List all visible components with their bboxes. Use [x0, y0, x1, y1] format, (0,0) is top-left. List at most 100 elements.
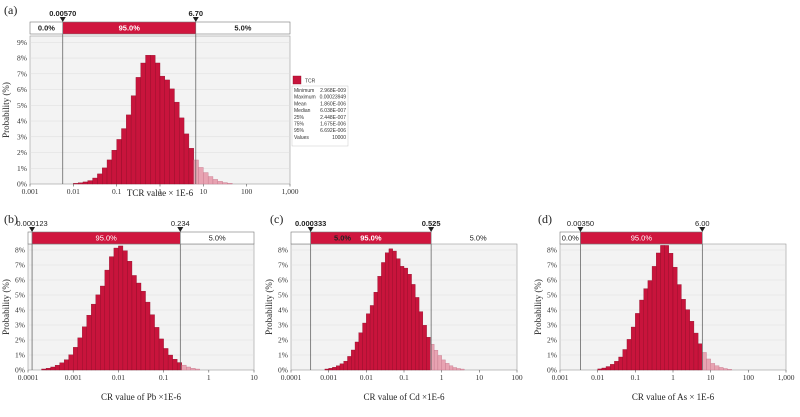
y-tick-label: 8%: [15, 246, 25, 255]
y-tick-label: 0%: [17, 180, 27, 189]
band-left-segment: [290, 231, 311, 245]
histogram-bar: [121, 128, 127, 185]
histogram-bar: [87, 180, 93, 185]
x-tick-label: 0.001: [65, 373, 82, 382]
histogram-bar: [614, 361, 619, 371]
y-tick-label: 5%: [547, 291, 557, 300]
panel-label: (a): [4, 3, 17, 17]
x-tick-label: 10: [250, 373, 258, 382]
histogram-bar: [706, 358, 711, 371]
band-center-label: 95.0%: [631, 234, 653, 243]
stats-name: 75%: [294, 122, 305, 128]
histogram-bar: [106, 159, 113, 185]
stats-name: Mean: [294, 101, 307, 107]
x-tick-label: 100: [743, 373, 755, 382]
y-tick-label: 6%: [15, 276, 25, 285]
stats-name: Values: [294, 135, 309, 141]
x-axis-title: CR value of Pb ×1E-6: [101, 392, 182, 402]
y-tick-label: 6%: [547, 276, 557, 285]
histogram-bar: [145, 55, 151, 185]
histogram-bar: [59, 362, 65, 371]
histogram-bar: [227, 183, 233, 185]
band-right-segment: [195, 21, 291, 35]
y-tick-label: 3%: [17, 132, 27, 141]
histogram-bar: [441, 359, 446, 371]
histogram-bar: [113, 247, 119, 371]
histogram-bar: [109, 256, 115, 371]
histogram-bar: [188, 148, 194, 185]
histogram-bar: [149, 314, 155, 371]
y-tick-label: 8%: [17, 54, 27, 63]
histogram-bar: [445, 363, 450, 371]
histogram-bar: [660, 245, 665, 371]
histogram-bar: [174, 101, 180, 185]
histogram-bar: [618, 356, 623, 371]
y-tick-label: 1%: [17, 164, 27, 173]
histogram-bar: [140, 62, 146, 185]
lower-bound-marker: [29, 227, 36, 232]
x-tick-label: 0.1: [631, 373, 641, 382]
histogram-bar: [384, 252, 390, 371]
histogram-bar: [63, 359, 69, 371]
chart-panel-b: (b) 0% 1% 2% 3% 4% 5% 6% 7% 8% 0.0001 0.001 0.01 0.1 1…: [1, 212, 258, 402]
x-tick-label: 0.01: [591, 373, 604, 382]
histogram-bar: [127, 261, 133, 371]
histogram-bar: [693, 332, 699, 371]
band-right-label: 5.0%: [334, 234, 351, 243]
x-tick-label: 1: [671, 373, 675, 382]
stats-table: [291, 85, 349, 147]
histogram-bar: [154, 327, 160, 371]
y-tick-label: 0%: [547, 366, 557, 375]
y-tick-label: 1%: [547, 351, 557, 360]
x-tick-label: 0.0001: [281, 373, 302, 382]
histogram-bar: [135, 77, 141, 185]
histogram-bar: [186, 366, 191, 371]
histogram-bar: [388, 248, 393, 371]
y-tick-label: 7%: [278, 261, 288, 270]
stats-value: 2.968E-009: [320, 88, 346, 94]
stats-value: 10000: [332, 135, 346, 141]
histogram-bar: [212, 179, 218, 185]
lower-bound-label: 0.000123: [16, 219, 47, 228]
histogram-bar: [336, 365, 341, 371]
y-tick-label: 5%: [17, 101, 27, 110]
x-tick-label: 10: [200, 187, 208, 196]
histogram-bar: [396, 258, 401, 371]
y-tick-label: 8%: [278, 246, 288, 255]
stats-name: Median: [294, 108, 311, 114]
histogram-bar: [710, 363, 716, 371]
x-axis-title: CR value of Cd ×1E-6: [363, 392, 445, 402]
x-tick-label: 0.01: [360, 373, 373, 382]
legend-series-name: TCR: [305, 79, 316, 85]
lower-bound-label: 0.000333: [295, 219, 326, 228]
upper-bound-label: 6.70: [188, 9, 203, 18]
histogram-bar: [126, 114, 132, 185]
y-tick-label: 0%: [278, 366, 288, 375]
histogram-bar: [122, 250, 128, 371]
histogram-bar: [181, 364, 187, 371]
histogram-bar: [622, 349, 628, 371]
lower-bound-label: 0.00570: [49, 9, 76, 18]
histogram-bar: [668, 253, 674, 371]
histogram-bar: [82, 326, 87, 371]
band-right-label: 5.0%: [209, 234, 226, 243]
histogram-bar: [651, 266, 657, 371]
histogram-bar: [369, 305, 375, 371]
histogram-bar: [332, 367, 337, 371]
y-tick-label: 7%: [17, 69, 27, 78]
y-tick-label: 4%: [17, 117, 27, 126]
chart-panel-d: (d) 0% 1% 2% 3% 4% 5% 6% 7% 8% 0.001 0.01 0.1 1 10 100 1…: [470, 212, 795, 402]
histogram-bar: [86, 315, 92, 371]
histogram-bar: [111, 150, 117, 185]
histogram-bar: [140, 290, 146, 371]
histogram-bar: [635, 313, 640, 371]
lower-bound-marker: [59, 17, 66, 22]
histogram-bar: [422, 325, 427, 371]
x-tick-label: 0.1: [399, 373, 409, 382]
band-right-segment: [179, 231, 255, 245]
band-center-label: 95.0%: [360, 234, 382, 243]
y-axis-title: Probability (%): [1, 279, 11, 335]
histogram-bar: [176, 362, 182, 371]
x-tick-label: 10: [476, 373, 484, 382]
histogram-bar: [418, 311, 424, 371]
